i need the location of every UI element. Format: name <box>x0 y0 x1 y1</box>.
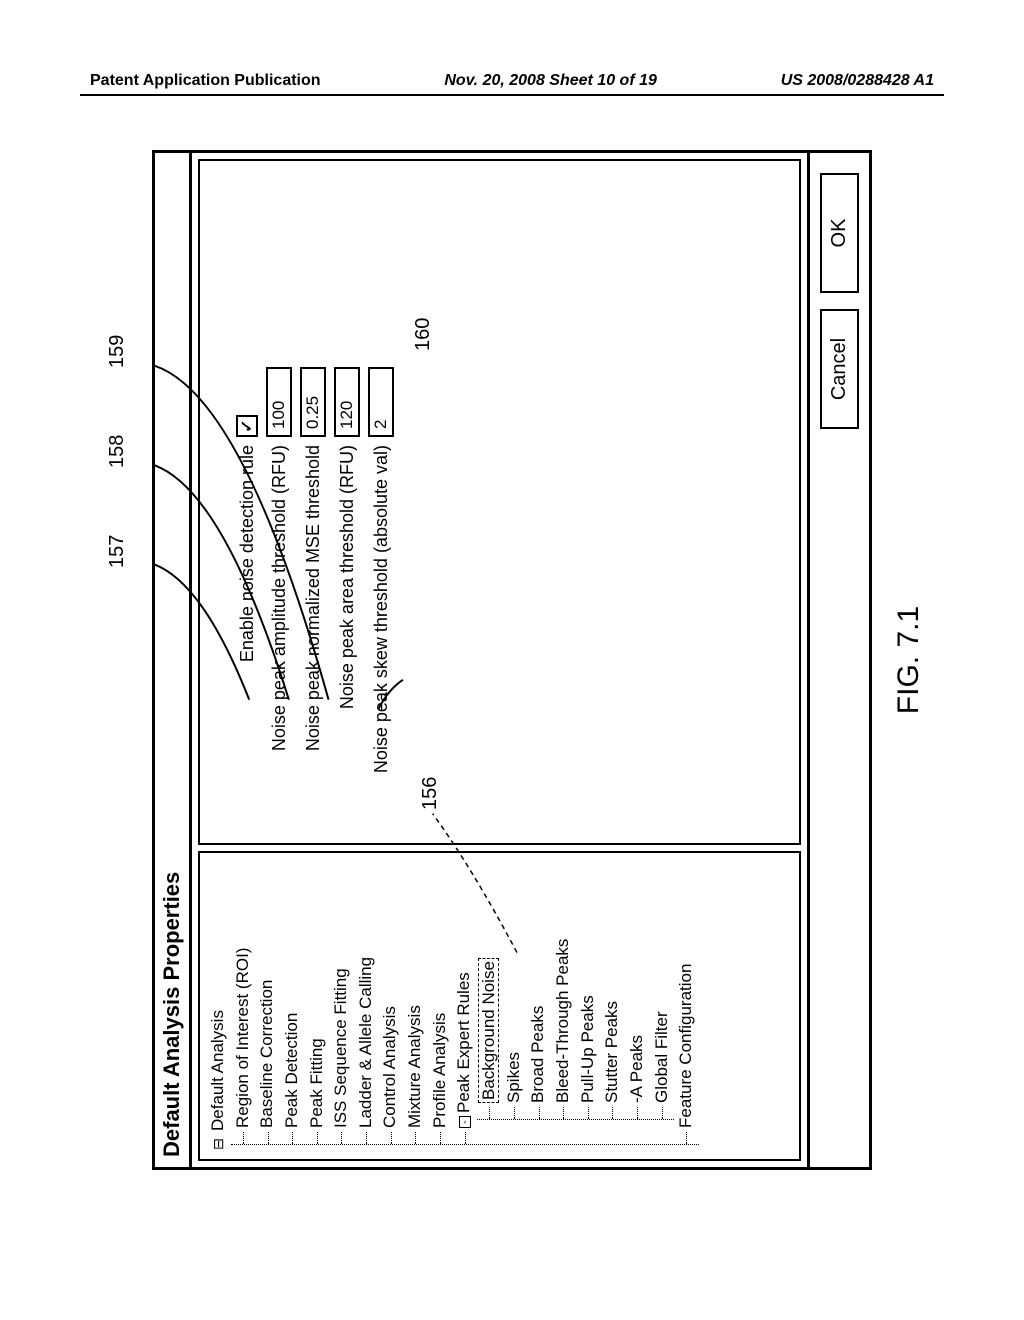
mse-field[interactable]: 0.25 <box>300 367 326 437</box>
button-row: Cancel OK <box>807 153 869 1167</box>
form-row: Noise peak area threshold (RFU) 120 <box>334 179 360 825</box>
ok-button[interactable]: OK <box>820 173 859 293</box>
dialog-titlebar: Default Analysis Properties <box>155 153 192 1167</box>
dialog-title: Default Analysis Properties <box>159 872 184 1157</box>
tree-item[interactable]: ISS Sequence Fitting <box>329 857 354 1144</box>
tree-root-label: Default Analysis <box>208 1010 227 1153</box>
tree-item[interactable]: -A Peaks <box>625 857 650 1119</box>
tree-expander-icon[interactable]: - <box>459 1116 471 1128</box>
cancel-button[interactable]: Cancel <box>820 309 859 429</box>
area-field[interactable]: 120 <box>334 367 360 437</box>
tree-item[interactable]: Broad Peaks <box>526 857 551 1119</box>
header-rule <box>80 94 944 96</box>
skew-field[interactable]: 2 <box>368 367 394 437</box>
figure-rotated-wrap: 157 158 159 Default Analysis Properties … <box>152 150 872 1170</box>
tree-expert-children: Background Noise Spikes Broad Peaks Blee… <box>477 857 674 1120</box>
form-row-enable: Enable noise detection rule ✓ <box>236 179 258 825</box>
callout-157: 157 <box>106 533 129 570</box>
tree-item[interactable]: Pull-Up Peaks <box>576 857 601 1119</box>
form-row: Noise peak skew threshold (absolute val)… <box>368 179 394 825</box>
enable-checkbox[interactable]: ✓ <box>236 415 258 437</box>
form-pane: Enable noise detection rule ✓ Noise peak… <box>198 159 801 845</box>
dialog-body: Default Analysis Region of Interest (ROI… <box>192 153 807 1167</box>
tree-pane: Default Analysis Region of Interest (ROI… <box>198 851 801 1161</box>
tree-item[interactable]: Feature Configuration <box>674 857 699 1144</box>
tree-item[interactable]: Spikes <box>502 857 527 1119</box>
callout-158: 158 <box>106 433 129 470</box>
callout-160: 160 <box>412 316 435 353</box>
header-right: US 2008/0288428 A1 <box>781 72 934 90</box>
header-center: Nov. 20, 2008 Sheet 10 of 19 <box>444 72 657 90</box>
header-left: Patent Application Publication <box>90 72 321 90</box>
form-row: Noise peak normalized MSE threshold 0.25 <box>300 179 326 825</box>
tree-item[interactable]: Profile Analysis <box>428 857 453 1144</box>
tree-item[interactable]: Ladder & Allele Calling <box>354 857 379 1144</box>
form-row: Noise peak amplitude threshold (RFU) 100 <box>266 179 292 825</box>
tree-item-expert[interactable]: -Peak Expert Rules Background Noise Spik… <box>452 857 674 1144</box>
tree-root[interactable]: Default Analysis Region of Interest (ROI… <box>206 857 699 1153</box>
tree-item[interactable]: Peak Fitting <box>305 857 330 1144</box>
tree-item[interactable]: Region of Interest (ROI) <box>231 857 256 1144</box>
tree-item-bgnoise[interactable]: Background Noise <box>477 857 502 1119</box>
tree-item[interactable]: Mixture Analysis <box>403 857 428 1144</box>
tree-item[interactable]: Global Filter <box>650 857 675 1119</box>
page-header: Patent Application Publication Nov. 20, … <box>0 72 1024 90</box>
tree-item[interactable]: Peak Detection <box>280 857 305 1144</box>
field-label: Noise peak normalized MSE threshold <box>303 445 324 825</box>
callout-159: 159 <box>106 333 129 370</box>
field-label: Noise peak skew threshold (absolute val) <box>371 445 392 825</box>
figure-caption: FIG. 7.1 <box>892 606 926 714</box>
tree-item[interactable]: Control Analysis <box>378 857 403 1144</box>
amplitude-field[interactable]: 100 <box>266 367 292 437</box>
properties-dialog: Default Analysis Properties Default Anal… <box>152 150 872 1170</box>
tree-item[interactable]: Stutter Peaks <box>600 857 625 1119</box>
field-label: Noise peak area threshold (RFU) <box>337 445 358 825</box>
field-label: Noise peak amplitude threshold (RFU) <box>269 445 290 825</box>
tree-item[interactable]: Bleed-Through Peaks <box>551 857 576 1119</box>
tree-item[interactable]: Baseline Correction <box>255 857 280 1144</box>
enable-label: Enable noise detection rule <box>237 445 258 825</box>
tree-children: Region of Interest (ROI) Baseline Correc… <box>231 857 699 1145</box>
